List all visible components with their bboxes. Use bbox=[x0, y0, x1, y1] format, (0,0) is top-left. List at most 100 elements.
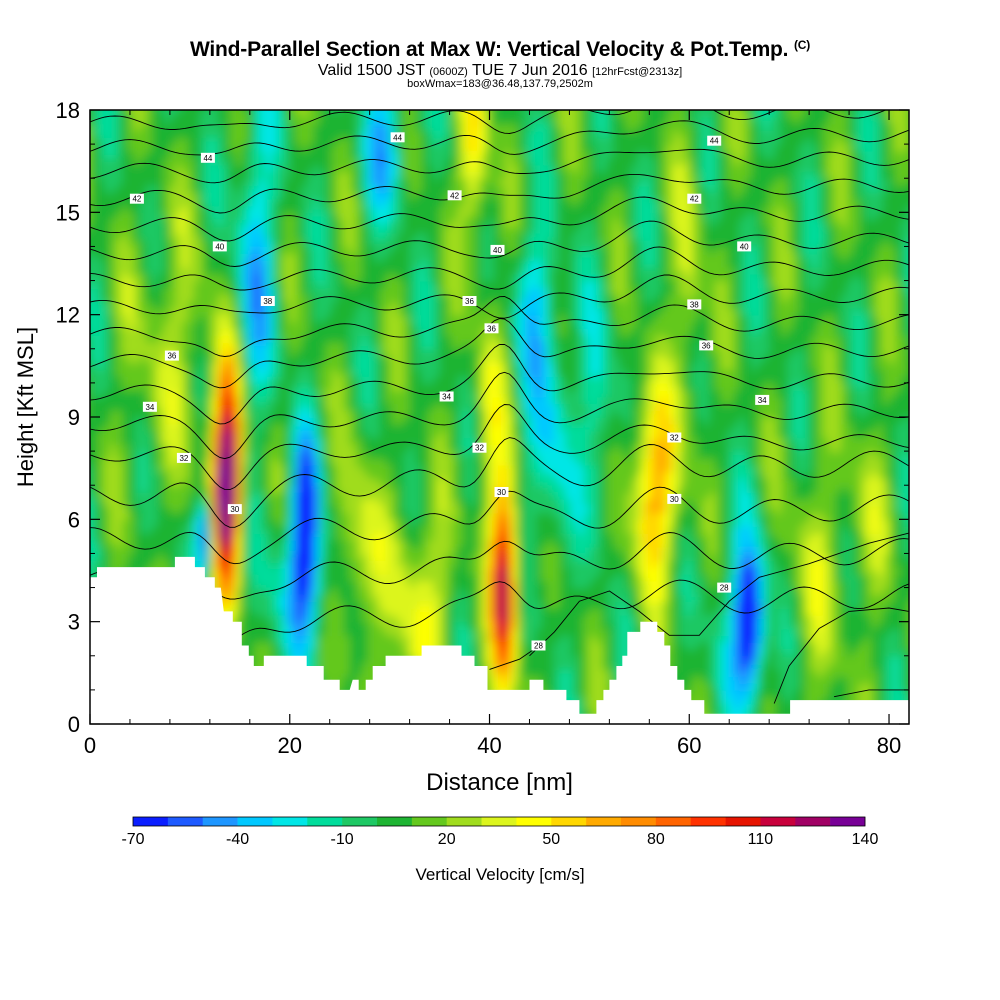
contour-label-text: 36 bbox=[702, 341, 711, 350]
contour-label: 42 bbox=[447, 190, 462, 201]
colorbar-swatch bbox=[133, 817, 169, 826]
theta-contour-line bbox=[90, 274, 909, 319]
contour-label-bg bbox=[494, 487, 509, 497]
contour-label-bg bbox=[260, 296, 275, 306]
theta-contour-line bbox=[90, 196, 909, 242]
contour-label-text: 32 bbox=[670, 434, 679, 443]
contour-label-text: 36 bbox=[487, 324, 496, 333]
contour-label: 44 bbox=[707, 135, 722, 146]
copyright-mark: (C) bbox=[793, 38, 811, 52]
colorbar-label: Vertical Velocity [cm/s] bbox=[415, 865, 584, 884]
theta-contour-line bbox=[90, 318, 909, 389]
contour-label: 32 bbox=[472, 442, 487, 453]
colorbar: -70 -40 -10 20 50 80 110 140 Vertical Velocity [… bbox=[121, 816, 879, 884]
contour-label-bg bbox=[200, 152, 215, 163]
chart-title-main: Wind-Parallel Section at Max W: Vertical… bbox=[189, 38, 789, 61]
theta-contour-line bbox=[90, 220, 909, 267]
colorbar-swatch bbox=[655, 817, 692, 826]
contour-label-text: 34 bbox=[758, 396, 767, 405]
theta-contour-line bbox=[90, 148, 909, 184]
x-tick-label: 40 bbox=[477, 733, 501, 758]
colorbar-swatch bbox=[830, 817, 866, 826]
contour-label-bg bbox=[227, 504, 242, 515]
contour-label-text: 28 bbox=[720, 584, 729, 593]
colorbar-tick-label: -40 bbox=[226, 831, 249, 848]
contour-label-text: 42 bbox=[690, 195, 699, 204]
colorbar-frame bbox=[132, 816, 866, 827]
contour-label-bg bbox=[447, 190, 462, 201]
contour-label-text: 40 bbox=[215, 242, 224, 251]
theta-contour-line bbox=[90, 437, 909, 528]
x-axis-label: Distance [nm] bbox=[426, 769, 573, 796]
colorbar-swatch bbox=[446, 817, 482, 826]
colorbar-tick-label: 20 bbox=[438, 831, 456, 848]
colorbar-swatch bbox=[795, 817, 831, 826]
contour-labels: 44 42 44 44 42 42 40 40 40 38 36 38 36 36 36 34 34 34 32 32… bbox=[129, 132, 770, 651]
colorbar-swatch bbox=[411, 817, 448, 826]
contour-label-text: 44 bbox=[203, 154, 212, 163]
valid-time: Valid 1500 JST bbox=[317, 62, 425, 79]
contour-label-text: 34 bbox=[145, 403, 154, 412]
theta-contour-line bbox=[529, 532, 909, 657]
forecast-info: [12hrFcst@2313z] bbox=[592, 66, 683, 78]
theta-contour-line bbox=[90, 404, 909, 491]
theta-contour-line bbox=[90, 110, 887, 134]
colorbar-swatch bbox=[342, 817, 378, 826]
theta-contour-line bbox=[834, 689, 909, 698]
contour-label: 38 bbox=[687, 299, 702, 310]
contour-label: 34 bbox=[755, 394, 770, 405]
theta-contour-line bbox=[90, 371, 909, 460]
colorbar-swatch bbox=[272, 817, 308, 826]
y-tick-label: 15 bbox=[56, 200, 80, 225]
contour-label-bg bbox=[667, 493, 682, 504]
y-axis-label: Height [Kft MSL] bbox=[13, 327, 38, 487]
colorbar-tick-label: -70 bbox=[121, 831, 144, 848]
contour-label-text: 28 bbox=[534, 642, 543, 651]
colorbar-swatch bbox=[202, 817, 238, 826]
theta-contour-line bbox=[90, 246, 909, 291]
contour-label: 40 bbox=[737, 241, 752, 252]
colorbar-tick-label: 110 bbox=[748, 831, 774, 848]
contour-label-bg bbox=[699, 340, 714, 351]
colorbar-swatch bbox=[237, 817, 273, 826]
contour-label-text: 44 bbox=[393, 133, 402, 142]
y-tick-label: 6 bbox=[68, 507, 80, 532]
x-tick-label: 20 bbox=[278, 733, 302, 758]
colorbar-swatch bbox=[760, 817, 796, 826]
contour-label-text: 44 bbox=[710, 137, 719, 146]
colorbar-swatch bbox=[690, 817, 726, 826]
colorbar-tick-label: -10 bbox=[331, 831, 354, 848]
colorbar-tick-label: 140 bbox=[852, 831, 879, 848]
contour-label-bg bbox=[484, 323, 499, 334]
contour-label-text: 32 bbox=[179, 454, 188, 463]
contour-label-text: 34 bbox=[442, 393, 451, 402]
terrain-mask bbox=[90, 556, 909, 724]
colorbar-swatch bbox=[167, 817, 204, 826]
contour-label: 42 bbox=[129, 193, 144, 204]
contour-label-text: 40 bbox=[740, 242, 749, 251]
contour-label-bg bbox=[176, 452, 191, 463]
contour-label-bg bbox=[717, 582, 732, 593]
box-wmax-info: boxWmax=183@36.48,137.79,2502m bbox=[407, 78, 593, 90]
contour-label-bg bbox=[129, 193, 144, 204]
contour-label: 32 bbox=[176, 452, 191, 463]
contour-label-text: 30 bbox=[497, 488, 506, 497]
contour-label-bg bbox=[737, 241, 752, 252]
contour-label-bg bbox=[439, 391, 454, 402]
contour-label-text: 36 bbox=[465, 297, 474, 306]
y-tick-label: 9 bbox=[68, 405, 80, 430]
contour-label-text: 38 bbox=[690, 300, 699, 309]
contour-label-bg bbox=[755, 394, 770, 405]
colorbar-swatch bbox=[586, 817, 622, 826]
contour-label: 40 bbox=[212, 241, 227, 252]
contour-label-text: 38 bbox=[263, 297, 272, 306]
colorbar-swatch bbox=[481, 817, 517, 826]
contour-label-bg bbox=[667, 432, 682, 443]
theta-contour-line bbox=[773, 607, 909, 704]
contour-label: 36 bbox=[164, 350, 179, 361]
contour-label: 44 bbox=[200, 152, 215, 163]
contour-label: 30 bbox=[667, 493, 682, 504]
contour-label-bg bbox=[390, 132, 405, 143]
contour-label-text: 42 bbox=[450, 191, 459, 200]
